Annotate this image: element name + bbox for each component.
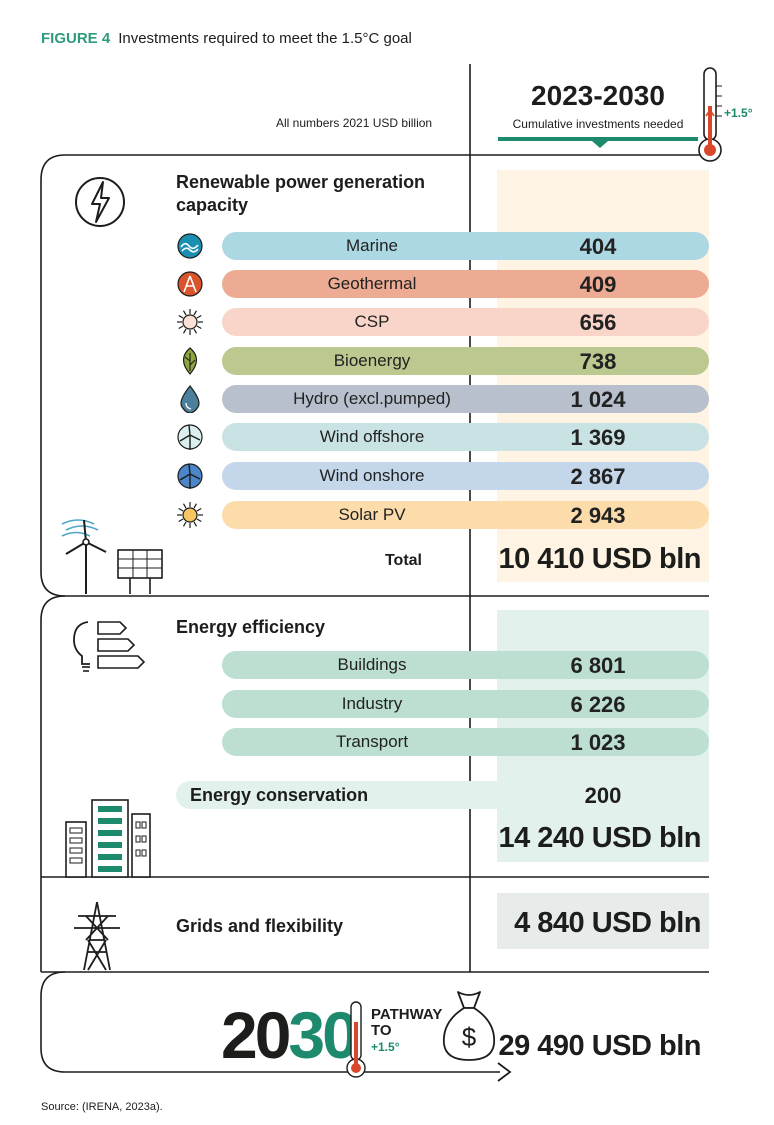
bar-solar-pv-value: 2 943 bbox=[570, 503, 626, 528]
wind-solar-icon bbox=[61, 519, 163, 594]
bar-bioenergy-label: Bioenergy bbox=[333, 351, 411, 370]
solar-pv-icon bbox=[176, 501, 204, 534]
period-heading: 2023-2030 bbox=[531, 80, 665, 111]
transmission-tower-icon bbox=[74, 901, 120, 971]
bar-transport: Transport 1 023 bbox=[222, 728, 709, 756]
bar-hydro-excl-pumped-value: 1 024 bbox=[570, 387, 626, 412]
bar-csp-label: CSP bbox=[354, 312, 390, 331]
csp-icon bbox=[176, 308, 204, 341]
bar-hydro-excl-pumped: Hydro (excl.pumped) 1 024 bbox=[222, 385, 709, 413]
bioenergy-icon bbox=[176, 347, 204, 380]
bar-wind-offshore: Wind offshore 1 369 bbox=[222, 423, 709, 451]
efficiency-label-icon bbox=[73, 621, 146, 672]
source-note: Source: (IRENA, 2023a). bbox=[41, 1101, 163, 1113]
bar-hydro-excl-pumped-label: Hydro (excl.pumped) bbox=[293, 389, 451, 408]
bar-wind-onshore: Wind onshore 2 867 bbox=[222, 462, 709, 490]
grids-column-bg bbox=[497, 893, 709, 949]
figure-caption: FIGURE 4 Investments required to meet the… bbox=[41, 30, 412, 47]
buildings-icon bbox=[65, 799, 151, 878]
conservation-label: Energy conservation bbox=[190, 785, 369, 805]
bar-buildings-label: Buildings bbox=[337, 655, 407, 674]
bar-bioenergy-value: 738 bbox=[579, 349, 617, 374]
thermometer-label: +1.5° bbox=[724, 106, 753, 120]
pathway-thermometer-icon bbox=[346, 1001, 366, 1078]
svg-text:$: $ bbox=[462, 1022, 477, 1052]
units-note: All numbers 2021 USD billion bbox=[276, 116, 433, 130]
efficiency-total-value: 14 240 USD bln bbox=[498, 822, 701, 854]
bar-industry: Industry 6 226 bbox=[222, 690, 709, 718]
section-outline-renewables bbox=[40, 154, 709, 597]
pathway-total-value: 29 490 USD bln bbox=[498, 1030, 701, 1062]
bar-csp-value: 656 bbox=[579, 310, 617, 335]
marine-icon bbox=[176, 232, 204, 265]
pathway-arrow bbox=[497, 1062, 512, 1082]
pathway-line3: +1.5° bbox=[371, 1040, 400, 1054]
bar-marine-value: 404 bbox=[579, 234, 617, 259]
bar-geothermal-value: 409 bbox=[579, 272, 617, 297]
bar-wind-offshore-value: 1 369 bbox=[570, 425, 626, 450]
section-title-efficiency: Energy efficiency bbox=[176, 617, 326, 637]
figure-label: FIGURE 4 bbox=[41, 30, 111, 47]
bar-buildings-value: 6 801 bbox=[570, 653, 626, 678]
bar-marine: Marine 404 bbox=[222, 232, 709, 260]
money-bag-icon: $ bbox=[442, 991, 496, 1061]
bar-solar-pv-label: Solar PV bbox=[338, 505, 406, 524]
bar-geothermal-label: Geothermal bbox=[327, 274, 417, 293]
bar-wind-onshore-value: 2 867 bbox=[570, 464, 626, 489]
renewables-total-value: 10 410 USD bln bbox=[498, 543, 701, 575]
bar-bioenergy: Bioenergy 738 bbox=[222, 347, 709, 375]
bar-wind-offshore-label: Wind offshore bbox=[319, 427, 425, 446]
bar-transport-label: Transport bbox=[335, 732, 409, 751]
lightning-icon bbox=[75, 177, 125, 227]
header-pointer bbox=[592, 141, 608, 148]
pathway-year-part2: 30 bbox=[288, 998, 358, 1072]
conservation-value: 200 bbox=[584, 783, 622, 808]
pathway-line2: TO bbox=[371, 1022, 392, 1039]
bar-industry-label: Industry bbox=[341, 694, 403, 713]
section-title-renewables: Renewable power generation capacity bbox=[176, 172, 426, 215]
thermometer-icon bbox=[698, 67, 722, 162]
cumulative-label: Cumulative investments needed bbox=[512, 117, 684, 131]
pathway-line1: PATHWAY bbox=[371, 1006, 443, 1023]
wind-offshore-icon bbox=[176, 423, 204, 456]
grids-total-value: 4 840 USD bln bbox=[514, 907, 701, 939]
pathway-year: 2030 bbox=[221, 998, 359, 1072]
section-outline-pathway bbox=[40, 971, 500, 1073]
conservation-row: Energy conservation 200 bbox=[176, 781, 709, 809]
bar-transport-value: 1 023 bbox=[570, 730, 626, 755]
wind-onshore-icon bbox=[176, 462, 204, 495]
bar-wind-onshore-label: Wind onshore bbox=[319, 466, 425, 485]
bar-csp: CSP 656 bbox=[222, 308, 709, 336]
hydro-icon bbox=[176, 385, 204, 418]
geothermal-icon bbox=[176, 270, 204, 303]
figure-title: Investments required to meet the 1.5°C g… bbox=[118, 30, 412, 47]
renewables-total-label: Total bbox=[384, 552, 422, 569]
bar-marine-label: Marine bbox=[346, 236, 398, 255]
bar-buildings: Buildings 6 801 bbox=[222, 651, 709, 679]
pathway-year-part1: 20 bbox=[221, 998, 291, 1072]
bar-solar-pv: Solar PV 2 943 bbox=[222, 501, 709, 529]
header-accent-bar bbox=[498, 137, 698, 141]
section-title-grids: Grids and flexibility bbox=[176, 916, 344, 936]
pathway-caption: PATHWAY TO +1.5° bbox=[371, 1007, 442, 1055]
section-outline-efficiency bbox=[40, 595, 66, 877]
bar-geothermal: Geothermal 409 bbox=[222, 270, 709, 298]
bar-industry-value: 6 226 bbox=[570, 692, 626, 717]
